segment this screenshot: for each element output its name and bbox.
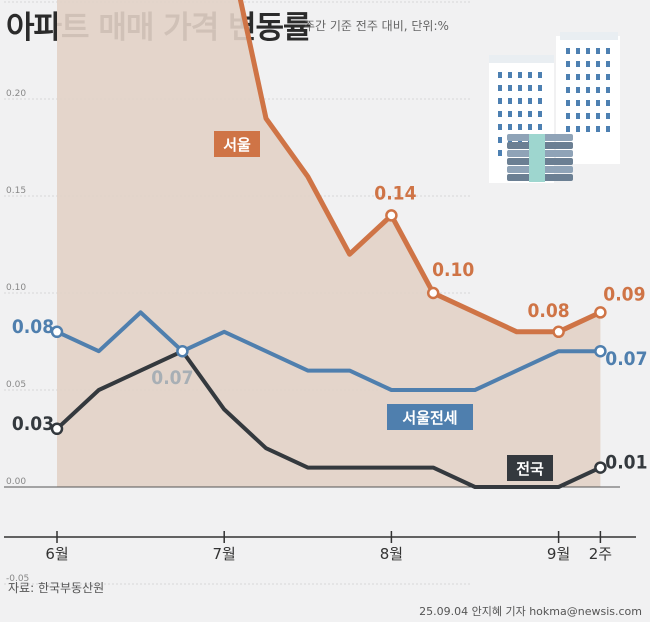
series-points <box>50 209 607 474</box>
seoul-legend-label: 서울 <box>223 136 251 154</box>
seoul-line <box>237 0 602 335</box>
y-tick-label: 0.25 <box>6 0 26 2</box>
y-tick-label: 0.15 <box>6 186 26 196</box>
jeonse-legend-badge <box>387 404 473 430</box>
x-tick-label: 8월 <box>380 545 403 563</box>
jeonse-data-label: 0.07 <box>605 348 647 370</box>
x-tick-label: 2주 <box>589 545 612 563</box>
seoul-legend-badge <box>214 131 260 157</box>
series-lines <box>55 0 602 489</box>
y-tick-label: -0.05 <box>6 574 29 584</box>
seoul-data-label: 0.10 <box>432 259 474 281</box>
seoul-point <box>594 306 607 319</box>
y-tick-label: 0.10 <box>6 283 26 293</box>
x-tick-label: 9월 <box>547 545 570 563</box>
seoul-data-label: 0.09 <box>603 283 645 305</box>
national-line <box>55 349 602 489</box>
x-axis: 6월 7월 8월 9월 2주 <box>4 486 636 563</box>
national-legend-badge <box>507 455 553 481</box>
y-tick-label: 0.20 <box>6 89 26 99</box>
seoul-data-label: 0.08 <box>528 300 570 322</box>
seoul-point <box>426 286 440 300</box>
data-labels: 0.030.010.080.070.070.260.430.400.290.14… <box>12 182 648 474</box>
building-illustration-icon <box>489 32 620 183</box>
y-tick-label: 0.05 <box>6 380 26 390</box>
x-tick-label: 7월 <box>213 545 236 563</box>
national-data-label: 0.01 <box>605 452 647 474</box>
jeonse-data-label: 0.08 <box>12 316 54 338</box>
chart-subtitle: 주간 기준 전주 대비, 단위:% <box>304 19 449 33</box>
jeonse-line <box>56 310 601 392</box>
seoul-point <box>552 325 565 339</box>
y-tick-label: 0.00 <box>6 477 26 487</box>
national-point <box>50 422 64 436</box>
seoul-point <box>385 209 398 222</box>
seoul-data-label: 0.14 <box>374 182 416 204</box>
jeonse-point <box>50 325 64 339</box>
national-legend-label: 전국 <box>516 460 544 478</box>
source-note: 자료: 한국부동산원 <box>8 581 105 595</box>
jeonse-data-label: 0.07 <box>151 367 193 389</box>
jeonse-legend-label: 서울전세 <box>402 409 457 427</box>
credit-note: 25.09.04 안지혜 기자 hokma@newsis.com <box>419 605 642 618</box>
x-tick-label: 6월 <box>45 545 68 563</box>
jeonse-point <box>176 344 189 358</box>
jeonse-point <box>594 344 607 358</box>
national-data-label: 0.03 <box>12 413 54 435</box>
national-point <box>594 461 607 474</box>
